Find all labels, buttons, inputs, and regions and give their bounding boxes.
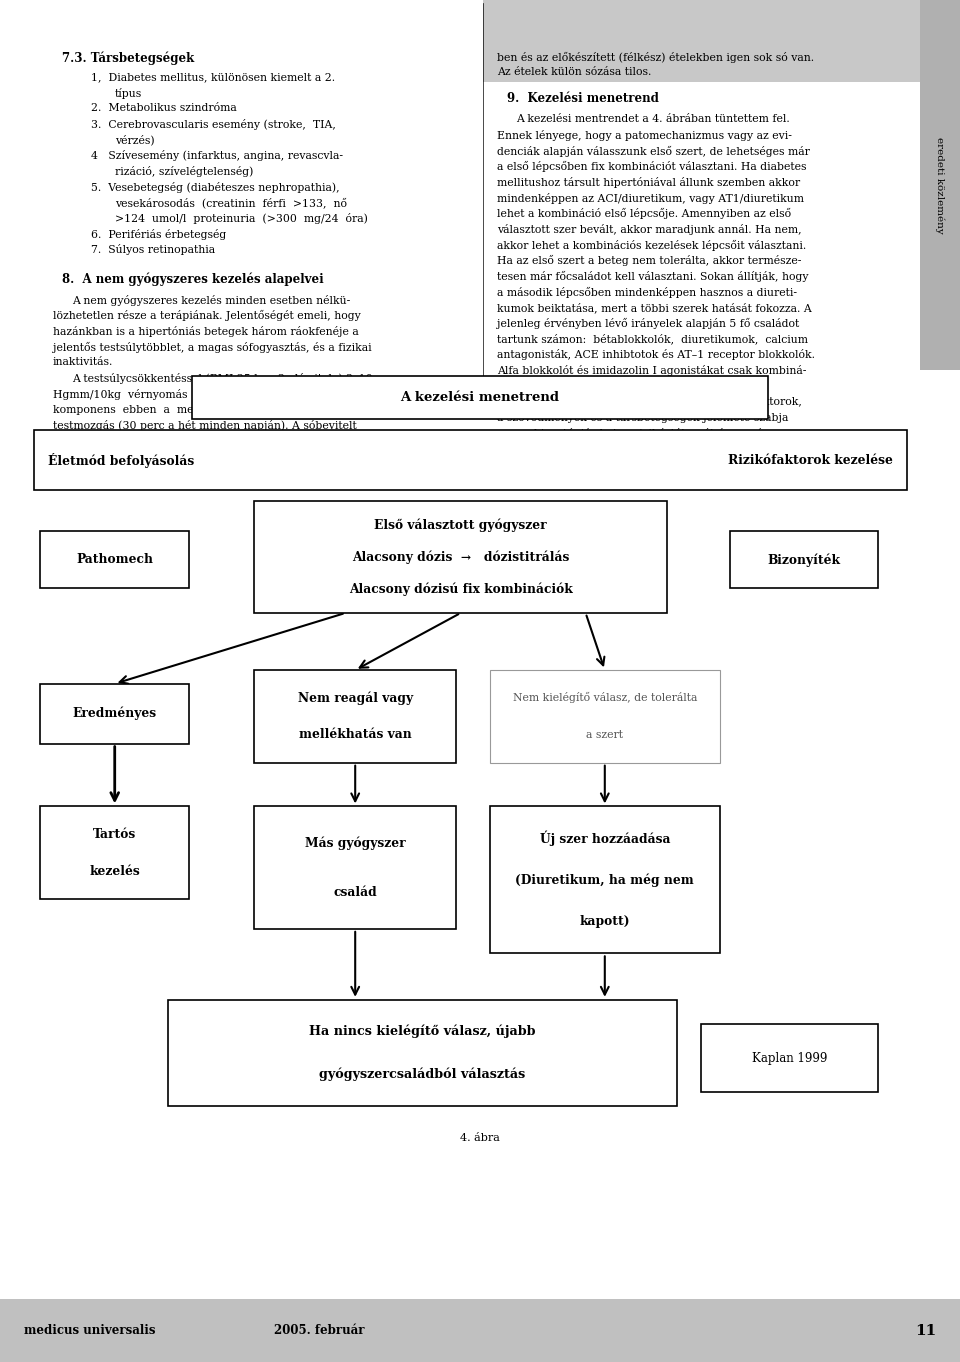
Text: 1,  Diabetes mellitus, különösen kiemelt a 2.: 1, Diabetes mellitus, különösen kiemelt … <box>91 72 335 82</box>
Text: család: család <box>333 885 377 899</box>
Text: mellitushoz társult hipertóniával állunk szemben akkor: mellitushoz társult hipertóniával állunk… <box>497 177 801 188</box>
Text: >124  umol/l  proteinuria  (>300  mg/24  óra): >124 umol/l proteinuria (>300 mg/24 óra) <box>115 212 368 225</box>
Text: 11: 11 <box>915 1324 936 1337</box>
Text: Az ételek külön sózása tilos.: Az ételek külön sózása tilos. <box>497 68 652 78</box>
Text: A testsúlycsökkentéssel (BMI 25 kgm2 alá vitele) 2–10: A testsúlycsökkentéssel (BMI 25 kgm2 alá… <box>72 373 372 384</box>
FancyBboxPatch shape <box>40 531 189 588</box>
FancyBboxPatch shape <box>254 670 456 763</box>
Text: A kezelési menetrend: A kezelési menetrend <box>400 391 560 405</box>
Text: Első választott gyógyszer: Első választott gyógyszer <box>374 519 547 533</box>
Text: mellékhatás van: mellékhatás van <box>299 729 412 741</box>
Text: 9.  Kezelési menetrend: 9. Kezelési menetrend <box>507 93 659 105</box>
Text: 3.  Cerebrovascularis esemény (stroke,  TIA,: 3. Cerebrovascularis esemény (stroke, TI… <box>91 118 336 131</box>
FancyBboxPatch shape <box>701 1024 878 1092</box>
Text: lehet a kombináció első lépcsője. Amennyiben az első: lehet a kombináció első lépcsője. Amenny… <box>497 208 791 219</box>
Text: Rizikófaktorok kezelése: Rizikófaktorok kezelése <box>728 454 893 467</box>
Text: A kezelési mentrendet a 4. ábrában tüntettem fel.: A kezelési mentrendet a 4. ábrában tünte… <box>516 114 790 124</box>
FancyBboxPatch shape <box>192 376 768 419</box>
Text: mindenképpen az ACI/diuretikum, vagy AT1/diuretikum: mindenképpen az ACI/diuretikum, vagy AT1… <box>497 192 804 204</box>
Text: 5.  Vesebetegség (diabéteszes nephropathia),: 5. Vesebetegség (diabéteszes nephropathi… <box>91 181 340 193</box>
FancyBboxPatch shape <box>40 806 189 899</box>
Text: 6.  Perifériás érbetegség: 6. Perifériás érbetegség <box>91 229 227 240</box>
Text: cióban szabad alkalmazni.: cióban szabad alkalmazni. <box>497 380 641 391</box>
Text: a második lépcsőben mindenképpen hasznos a diureti-: a második lépcsőben mindenképpen hasznos… <box>497 286 797 298</box>
Text: Tartós: Tartós <box>93 828 136 840</box>
Text: tartunk számon:  bétablokkolók,  diuretikumok,  calcium: tartunk számon: bétablokkolók, diuretiku… <box>497 334 808 345</box>
Text: Ennek lényege, hogy a patomechanizmus vagy az evi-: Ennek lényege, hogy a patomechanizmus va… <box>497 131 792 142</box>
Text: jelentős testsúlytöbblet, a magas sófogyasztás, és a fizikai: jelentős testsúlytöbblet, a magas sófogy… <box>53 342 372 353</box>
Text: Pathomech: Pathomech <box>76 553 154 567</box>
Text: akkor lehet a kombinációs kezelések lépcsőit választani.: akkor lehet a kombinációs kezelések lépc… <box>497 240 806 251</box>
Text: rizáció, szívelégtelenség): rizáció, szívelégtelenség) <box>115 166 253 177</box>
Text: vérzés): vérzés) <box>115 135 155 146</box>
Text: 4. ábra: 4. ábra <box>460 1133 500 1143</box>
Text: testmozgás (30 perc a hét minden napján). A sóbevitelt: testmozgás (30 perc a hét minden napján)… <box>53 419 356 430</box>
Text: kezelés elindításának szükségességét (5. ábra).: kezelés elindításának szükségességét (5.… <box>497 443 757 455</box>
Text: kapott): kapott) <box>580 915 630 929</box>
Text: Más gyógyszer: Más gyógyszer <box>305 836 405 850</box>
FancyBboxPatch shape <box>730 531 878 588</box>
Text: napi 6 g alá kell vinnünk. Tudnunk kell, hogy a kenyér-: napi 6 g alá kell vinnünk. Tudnunk kell,… <box>53 436 356 447</box>
Text: Ha az első szert a beteg nem tolerálta, akkor természe-: Ha az első szert a beteg nem tolerálta, … <box>497 255 802 267</box>
Text: inaktivitás.: inaktivitás. <box>53 357 113 368</box>
Text: a szövődmények és a társbetegségek jelenléte szabja: a szövődmények és a társbetegségek jelen… <box>497 411 789 424</box>
Text: denciák alapján válasszunk első szert, de lehetséges már: denciák alapján válasszunk első szert, d… <box>497 146 810 157</box>
Text: Eredményes: Eredményes <box>73 707 156 720</box>
Text: hazánkban is a hipertóniás betegek három ráokfenéje a: hazánkban is a hipertóniás betegek három… <box>53 326 358 336</box>
Text: Nem reagál vagy: Nem reagál vagy <box>298 691 413 704</box>
FancyBboxPatch shape <box>254 806 456 929</box>
FancyBboxPatch shape <box>40 684 189 744</box>
Text: Az adott vérnyomásérték, valamint a rizikófaktorok,: Az adott vérnyomásérték, valamint a rizi… <box>516 396 803 407</box>
Text: kumok beiktatása, mert a többi szerek hatását fokozza. A: kumok beiktatása, mert a többi szerek ha… <box>497 302 812 313</box>
Text: lözhetetlen része a terápiának. Jelentőségét emeli, hogy: lözhetetlen része a terápiának. Jelentős… <box>53 311 361 321</box>
Text: Hgmm/10kg  vérnyomás  csökkenést  lehet  elérni  A  fő: Hgmm/10kg vérnyomás csökkenést lehet elé… <box>53 388 361 399</box>
Text: Életmód befolyásolás: Életmód befolyásolás <box>48 452 194 469</box>
Text: antagonisták, ACE inhibtotok és AT–1 receptor blokkolók.: antagonisták, ACE inhibtotok és AT–1 rec… <box>497 349 815 361</box>
Text: komponens  ebben  a  mediterrán  étkezési  mód  és  a: komponens ebben a mediterrán étkezési mó… <box>53 405 353 415</box>
FancyBboxPatch shape <box>920 0 960 370</box>
FancyBboxPatch shape <box>34 430 907 490</box>
FancyBboxPatch shape <box>490 806 720 953</box>
FancyBboxPatch shape <box>254 501 667 613</box>
FancyBboxPatch shape <box>168 1000 677 1106</box>
Text: gyógyszercsaládból választás: gyógyszercsaládból választás <box>320 1068 525 1081</box>
Text: 8.  A nem gyógyszeres kezelés alapelvei: 8. A nem gyógyszeres kezelés alapelvei <box>62 272 324 286</box>
Text: kezelés: kezelés <box>89 865 140 877</box>
Text: A nem gyógyszeres kezelés minden esetben nélkü-: A nem gyógyszeres kezelés minden esetben… <box>72 294 350 305</box>
Text: Nem kielégítő válasz, de tolerálta: Nem kielégítő válasz, de tolerálta <box>513 692 697 703</box>
Text: 7.  Súlyos retinopathia: 7. Súlyos retinopathia <box>91 244 215 256</box>
Text: ben és az előkészített (félkész) ételekben igen sok só van.: ben és az előkészített (félkész) ételekb… <box>497 52 814 63</box>
Text: típus: típus <box>115 87 142 99</box>
Text: tesen már főcsaládot kell választani. Sokan állítják, hogy: tesen már főcsaládot kell választani. So… <box>497 271 808 282</box>
Text: 2.  Metabolikus szindróma: 2. Metabolikus szindróma <box>91 104 237 113</box>
Text: a szert: a szert <box>587 730 623 740</box>
Text: Kaplan 1999: Kaplan 1999 <box>752 1051 828 1065</box>
Text: Alacsony dózisú fix kombinációk: Alacsony dózisú fix kombinációk <box>348 582 573 595</box>
Text: Alacsony dózis  →   dózistitrálás: Alacsony dózis → dózistitrálás <box>352 550 569 564</box>
Text: 7.3. Társbetegségek: 7.3. Társbetegségek <box>62 52 195 65</box>
Text: Alfa blokkolót és imidazolin I agonistákat csak kombiná-: Alfa blokkolót és imidazolin I agonisták… <box>497 365 806 376</box>
Text: a első lépcsőben fix kombinációt választani. Ha diabetes: a első lépcsőben fix kombinációt választ… <box>497 161 806 173</box>
Text: meg a hipertóniás beteg rizikóstátuszát és a gyógyszeres: meg a hipertóniás beteg rizikóstátuszát … <box>497 428 810 439</box>
Text: jelenleg érvényben lévő irányelek alapján 5 fő családot: jelenleg érvényben lévő irányelek alapjá… <box>497 317 800 330</box>
Text: Bizonyíték: Bizonyíték <box>767 553 841 567</box>
Text: 2005. február: 2005. február <box>274 1324 364 1337</box>
FancyBboxPatch shape <box>490 670 720 763</box>
Text: (Diuretikum, ha még nem: (Diuretikum, ha még nem <box>516 873 694 887</box>
Text: vesekárosodás  (creatinin  férfi  >133,  nő: vesekárosodás (creatinin férfi >133, nő <box>115 197 348 208</box>
Text: 4   Szívesemény (infarktus, angina, revascvla-: 4 Szívesemény (infarktus, angina, revasc… <box>91 150 344 162</box>
Text: medicus universalis: medicus universalis <box>24 1324 156 1337</box>
Text: választott szer bevált, akkor maradjunk annál. Ha nem,: választott szer bevált, akkor maradjunk … <box>497 223 802 236</box>
Text: Ha nincs kielégítő válasz, újabb: Ha nincs kielégítő válasz, újabb <box>309 1024 536 1038</box>
FancyBboxPatch shape <box>0 1299 960 1362</box>
Text: Új szer hozzáadása: Új szer hozzáadása <box>540 829 670 846</box>
FancyBboxPatch shape <box>483 0 920 82</box>
Text: eredeti közlemény: eredeti közlemény <box>935 136 945 234</box>
